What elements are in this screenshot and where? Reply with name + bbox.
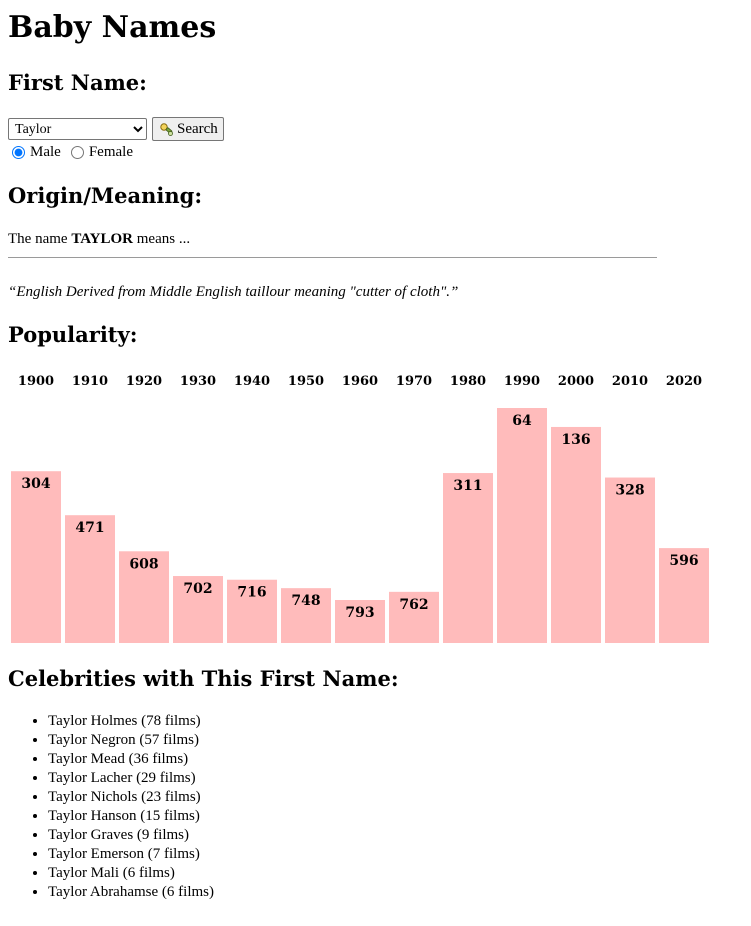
popularity-heading: Popularity: [8, 322, 138, 347]
bar-value-label: 311 [453, 478, 482, 494]
celebrity-list-item: Taylor Mead (36 films) [48, 750, 214, 769]
popularity-chart: 1900 304 1910 471 1920 608 1930 702 1940 716 1950 7… [11, 374, 709, 643]
search-button-label: Search [177, 120, 218, 137]
popularity-bar [605, 477, 655, 643]
year-label: 1930 [180, 374, 216, 389]
name-select[interactable]: Taylor [8, 118, 147, 140]
year-label: 1940 [234, 374, 270, 389]
celebrities-list: Taylor Holmes (78 films)Taylor Negron (5… [8, 712, 214, 902]
popularity-bar [227, 579, 277, 643]
search-icon [160, 122, 173, 136]
popularity-bar [551, 426, 601, 643]
popularity-bar [497, 408, 547, 643]
bar-value-label: 748 [291, 593, 320, 609]
celebrities-heading: Celebrities with This First Name: [8, 666, 399, 691]
celebrity-list-item: Taylor Nichols (23 films) [48, 788, 214, 807]
origin-heading: Origin/Meaning: [8, 183, 203, 208]
year-label: 1990 [504, 374, 540, 389]
celebrity-list-item: Taylor Holmes (78 films) [48, 712, 214, 731]
year-label: 2020 [666, 374, 702, 389]
bar-value-label: 793 [345, 605, 374, 621]
year-label: 1960 [342, 374, 378, 389]
search-button[interactable]: Search [152, 117, 224, 141]
female-radio-label[interactable]: Female [88, 143, 133, 160]
year-label: 2000 [558, 374, 594, 389]
meaning-intro-suffix: means ... [133, 231, 191, 247]
year-label: 1920 [126, 374, 162, 389]
popularity-bar [119, 551, 169, 643]
year-label: 1980 [450, 374, 486, 389]
bar-value-label: 136 [561, 432, 590, 448]
celebrity-list-item: Taylor Abrahamse (6 films) [48, 883, 214, 902]
popularity-bar [173, 576, 223, 643]
bar-value-label: 64 [512, 413, 532, 429]
year-label: 1970 [396, 374, 432, 389]
bar-value-label: 762 [399, 597, 428, 613]
celebrity-list-item: Taylor Emerson (7 films) [48, 845, 214, 864]
bar-value-label: 716 [237, 585, 266, 601]
meaning-intro-name: TAYLOR [71, 231, 133, 247]
bar-value-label: 328 [615, 483, 644, 499]
popularity-bar [281, 588, 331, 643]
divider [8, 257, 657, 258]
popularity-bar [65, 515, 115, 643]
male-radio-label[interactable]: Male [30, 143, 61, 160]
year-label: 2010 [612, 374, 648, 389]
popularity-bar [335, 600, 385, 643]
bar-value-label: 304 [21, 476, 50, 492]
popularity-bar [389, 591, 439, 643]
page-title: Baby Names [8, 10, 217, 45]
bar-value-label: 471 [75, 520, 104, 536]
year-label: 1910 [72, 374, 108, 389]
celebrity-list-item: Taylor Hanson (15 films) [48, 807, 214, 826]
gender-radio-group: Male Female [10, 143, 141, 161]
bar-value-label: 608 [129, 556, 158, 572]
popularity-bar [11, 471, 61, 643]
popularity-bar [443, 473, 493, 643]
male-radio[interactable] [12, 145, 25, 159]
bar-value-label: 596 [669, 553, 698, 569]
female-radio[interactable] [70, 145, 84, 159]
first-name-heading: First Name: [8, 70, 147, 95]
meaning-intro: The name TAYLOR means ... [8, 229, 190, 249]
name-search-form: Taylor Search [8, 117, 224, 141]
celebrity-list-item: Taylor Mali (6 films) [48, 864, 214, 883]
year-label: 1900 [18, 374, 54, 389]
bar-value-label: 702 [183, 581, 212, 597]
celebrity-list-item: Taylor Lacher (29 films) [48, 769, 214, 788]
meaning-intro-prefix: The name [8, 231, 72, 247]
year-label: 1950 [288, 374, 324, 389]
celebrity-list-item: Taylor Negron (57 films) [48, 731, 214, 750]
celebrity-list-item: Taylor Graves (9 films) [48, 826, 214, 845]
popularity-bar [659, 548, 709, 643]
meaning-quote: “English Derived from Middle English tai… [8, 284, 459, 300]
